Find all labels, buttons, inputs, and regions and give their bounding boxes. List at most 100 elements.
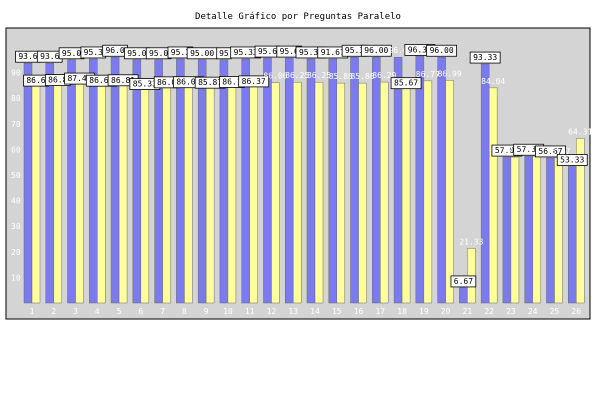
- value-label-text: 95.3: [345, 46, 364, 55]
- value-label-text: 85.67: [394, 79, 418, 88]
- value-label-text: 56.67: [546, 147, 570, 156]
- x-tick-label: 13: [288, 307, 298, 316]
- value-label-text: 95.0: [149, 49, 168, 58]
- value-label-box: [469, 51, 501, 64]
- bar-mark: [459, 285, 468, 304]
- bar-series-group: [23, 56, 585, 304]
- x-tick-label: 24: [528, 307, 538, 316]
- value-label: 93.6: [15, 50, 41, 63]
- value-label-text: 21.33: [459, 237, 483, 246]
- value-label-text: 95.6: [258, 47, 277, 56]
- bar-mark: [154, 59, 163, 304]
- bar-mark: [480, 63, 490, 304]
- value-label: 95: [216, 47, 232, 60]
- bar-mark: [162, 82, 171, 304]
- value-label: 93.6: [36, 50, 63, 63]
- value-label-text: 95.33: [234, 48, 258, 57]
- value-label: 95.00: [186, 47, 218, 60]
- bar-mark: [306, 58, 316, 304]
- value-label: 86.25: [285, 71, 309, 80]
- value-label-text: 56.67: [538, 147, 562, 156]
- x-tick-label: 16: [354, 307, 364, 316]
- bar-mark: [415, 56, 425, 304]
- y-tick-label: 40: [11, 197, 21, 206]
- bar-mark: [67, 59, 76, 304]
- bar-mark: [488, 87, 498, 304]
- bar-mark: [546, 157, 555, 304]
- value-label: 95.0: [124, 47, 150, 60]
- x-tick-label: 15: [332, 307, 342, 316]
- bar-mark: [97, 80, 106, 304]
- bar-mark: [53, 80, 63, 304]
- bar-mark: [89, 58, 98, 304]
- y-tick-label: 20: [11, 248, 21, 257]
- value-label-text: 86.06: [263, 72, 287, 81]
- value-label-text: 85.33: [133, 80, 157, 89]
- x-tick-label: 1: [30, 307, 35, 316]
- value-label: 95.0: [58, 47, 85, 60]
- value-label-text: 96.0: [388, 46, 407, 55]
- value-label-text: 95.0: [62, 49, 81, 58]
- x-tick-label: 26: [571, 307, 581, 316]
- x-tick-label: 5: [117, 307, 122, 316]
- bar-mark: [510, 156, 520, 304]
- bar-mark: [75, 78, 84, 304]
- value-label-text: 86.37: [242, 77, 266, 86]
- bar-mark: [263, 57, 272, 304]
- value-label-text: 93.33: [473, 53, 497, 62]
- x-tick-label: 21: [463, 307, 473, 316]
- bar-mark: [554, 157, 563, 304]
- value-label-text: 95.6: [280, 47, 299, 56]
- value-label-text: 87.47: [67, 74, 91, 83]
- value-label-text: 93.6: [18, 52, 37, 61]
- value-label-text: 86.99: [438, 69, 462, 78]
- value-label-text: 91.67: [321, 48, 345, 57]
- x-tick-label: 10: [223, 307, 233, 316]
- value-label: 85.67: [390, 77, 422, 90]
- bar-mark: [118, 80, 128, 304]
- bar-mark: [372, 56, 381, 304]
- bar-mark: [314, 81, 324, 304]
- x-tick-label: 14: [310, 307, 320, 316]
- bar-mark: [184, 82, 193, 304]
- value-label: 86.37: [238, 75, 270, 88]
- bar-mark: [350, 56, 359, 304]
- x-axis-ticks: 1 2 3 4 5 6 7 8 9 10 11 12 13 14 15 16 17 18 19 20 21 22 23 24 2…: [30, 307, 582, 316]
- bar-mark: [23, 62, 33, 304]
- value-label: 53.33: [556, 154, 588, 166]
- value-label-text: 86.0: [157, 78, 176, 87]
- chart-title: Detalle Gráfico por Preguntas Paralelo: [195, 12, 401, 22]
- value-label-text: 95.3: [171, 48, 190, 57]
- value-label-text: 86.25: [285, 71, 309, 80]
- value-label-text: 86.81: [111, 76, 135, 85]
- bar-mark: [227, 82, 237, 304]
- value-label-text: 84.04: [481, 77, 505, 86]
- bar-mark: [110, 56, 120, 304]
- value-label-text: 96.00: [364, 46, 388, 55]
- value-label-text: 86.65: [89, 76, 113, 85]
- value-label: 96.0: [388, 46, 407, 55]
- value-labels-group: 93.6 86.6 93.6 86.8 95.0 87.47 95.3 86.65 96.0 86…: [15, 43, 592, 288]
- y-tick-label: 80: [11, 94, 21, 103]
- bar-mark: [328, 58, 338, 304]
- value-label-text: 86.77: [416, 70, 440, 79]
- x-tick-label: 7: [160, 307, 165, 316]
- value-label-text: 95.0: [127, 49, 146, 58]
- value-label-text: 57.33: [517, 145, 541, 154]
- bar-mark: [336, 82, 346, 304]
- bar-mark: [524, 155, 533, 304]
- bar-mark: [401, 83, 411, 304]
- x-tick-label: 4: [95, 307, 100, 316]
- y-tick-label: 60: [11, 145, 21, 154]
- value-label-text: 95.00: [190, 49, 214, 58]
- value-label: 86.77: [416, 70, 440, 79]
- bar-mark: [140, 84, 150, 304]
- bar-mark: [249, 81, 258, 304]
- y-tick-label: 90: [11, 69, 21, 78]
- value-label-text: 86.05: [176, 78, 200, 87]
- value-label-box: [535, 145, 566, 158]
- x-tick-label: 18: [397, 307, 407, 316]
- bar-mark: [532, 155, 541, 304]
- y-tick-label: 10: [11, 273, 21, 282]
